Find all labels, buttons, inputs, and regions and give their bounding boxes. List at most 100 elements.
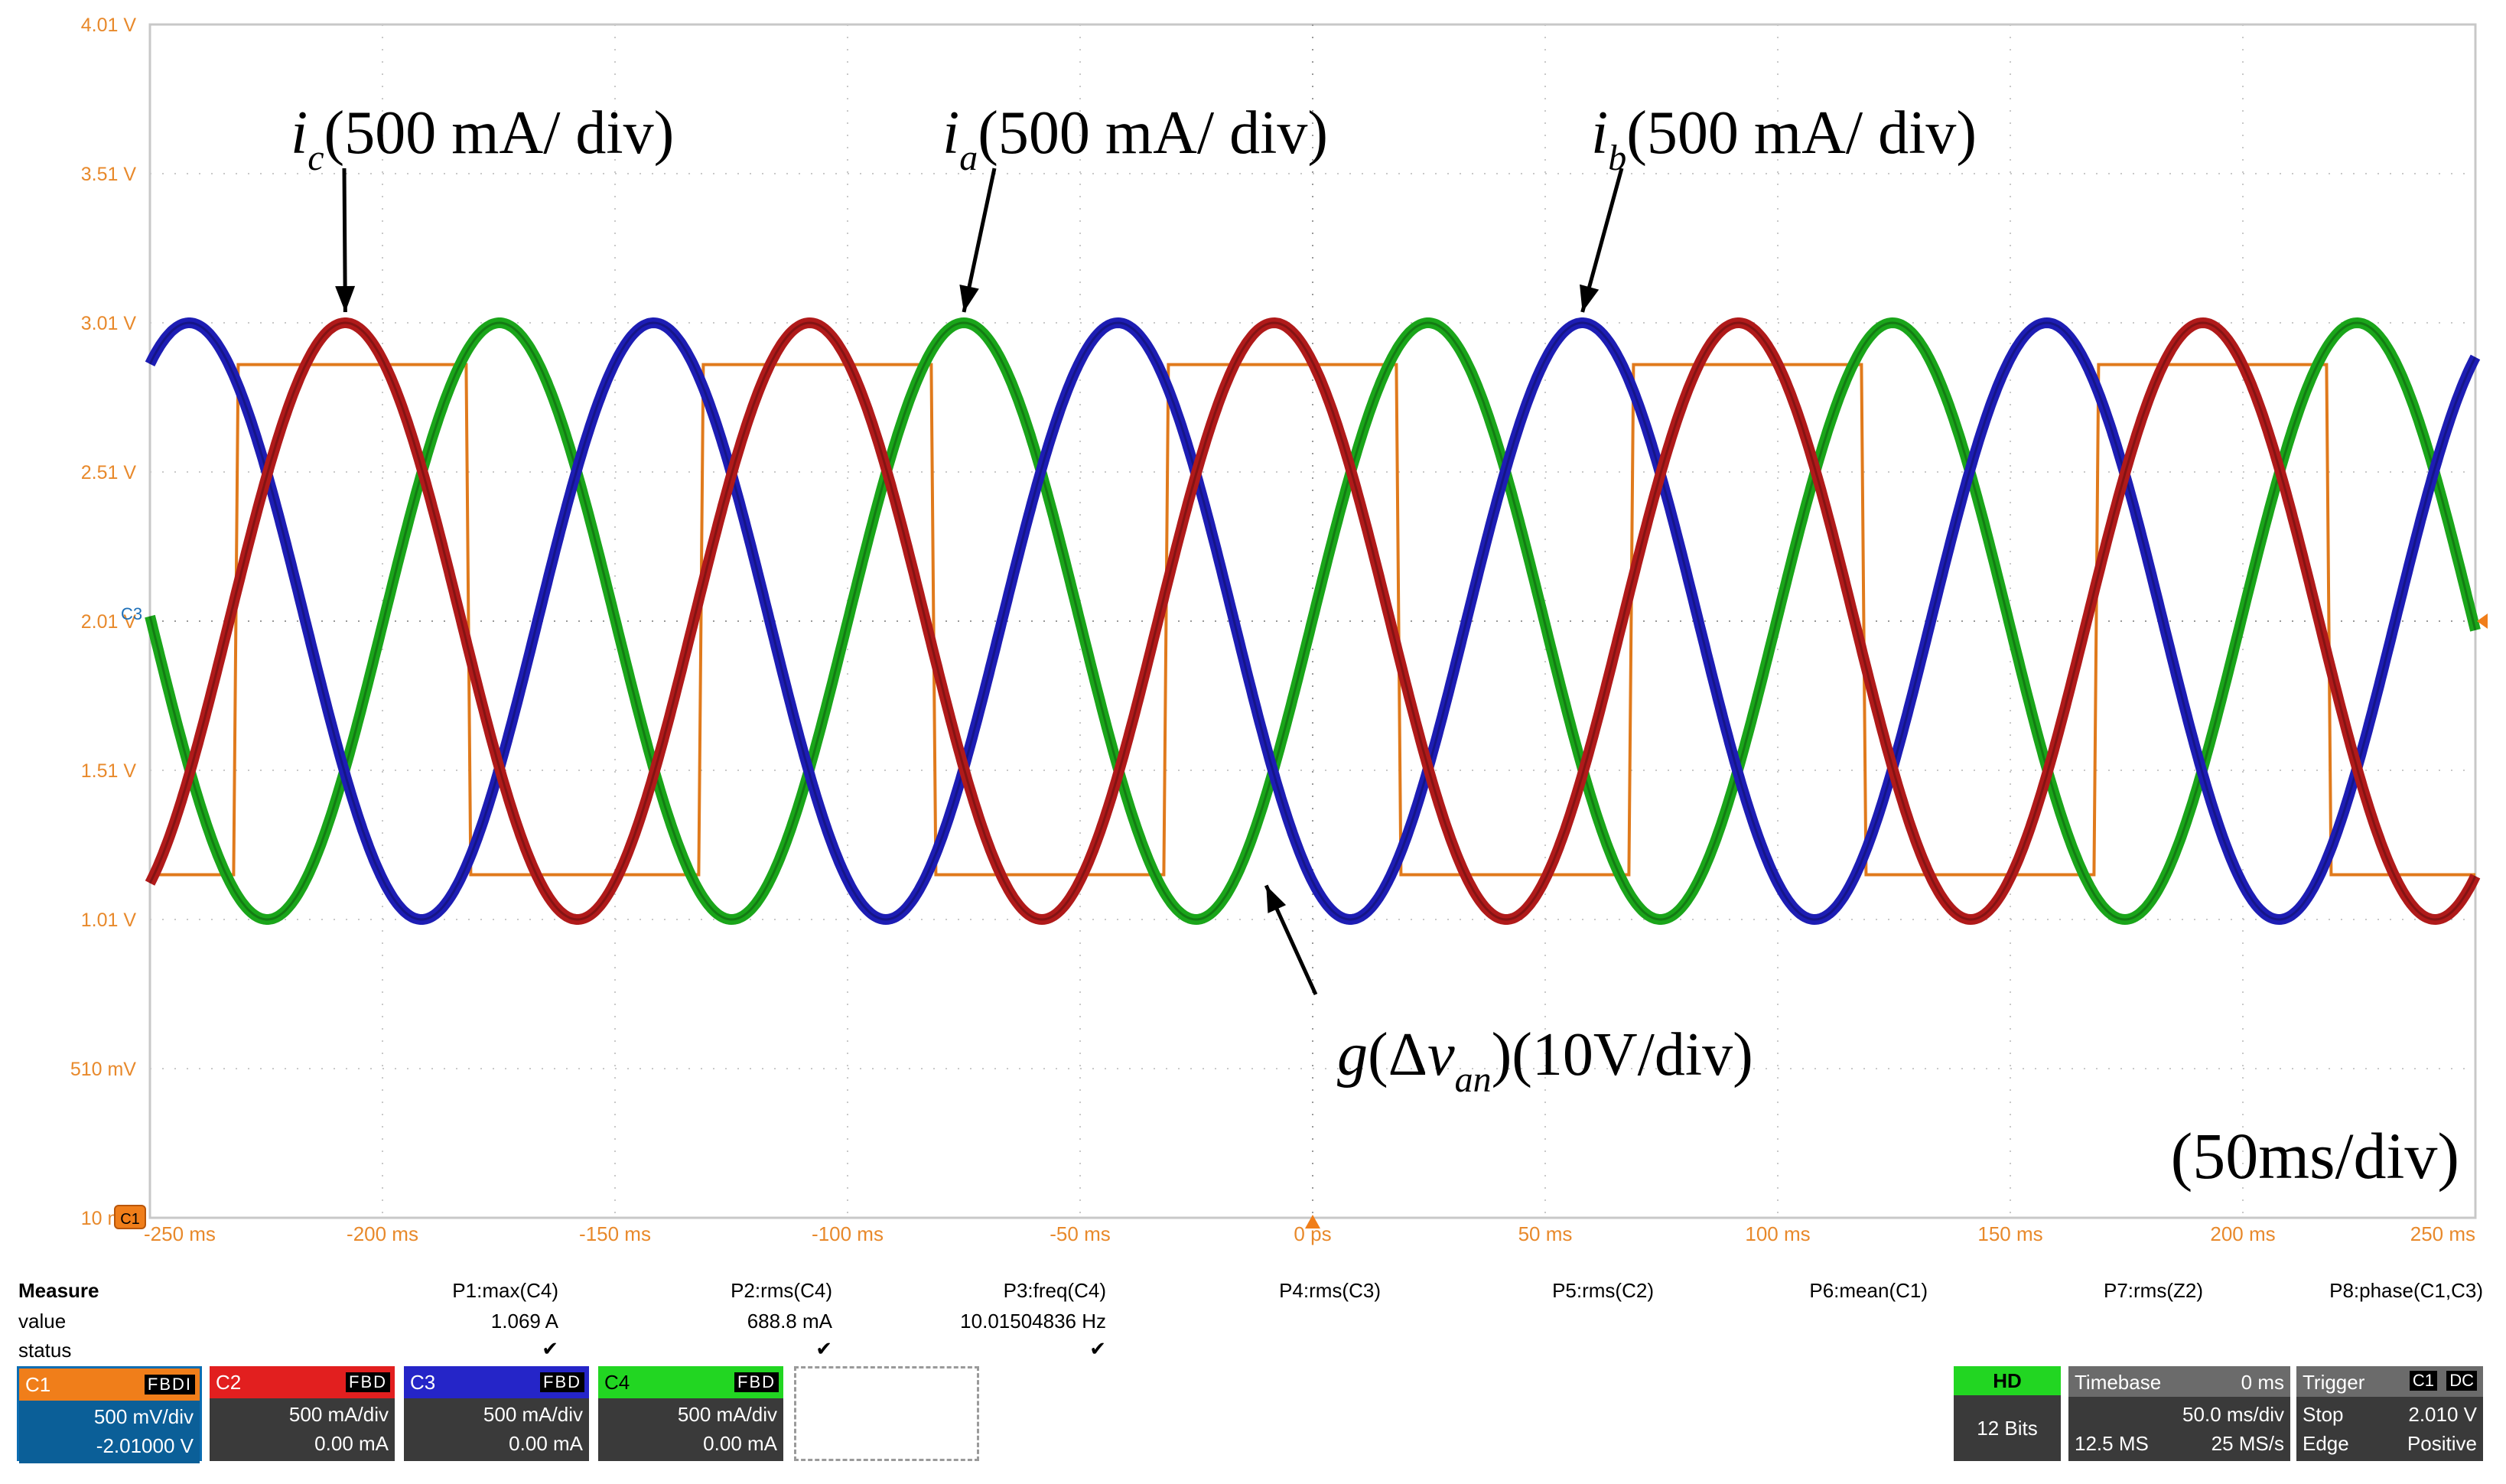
measure-status-icon: ✔: [1089, 1337, 1106, 1360]
ground-marker-label: C1: [120, 1211, 140, 1228]
channel-c3-box[interactable]: C3 FBD 500 mA/div 0.00 mA: [404, 1366, 589, 1461]
hd-label: HD: [1954, 1366, 2061, 1395]
timebase-box[interactable]: Timebase 0 ms 50.0 ms/div 12.5 MS 25 MS/…: [2068, 1366, 2290, 1461]
channel-c4-name: C4: [604, 1371, 630, 1394]
annotation-label: g(Δvan)(10V/div): [1337, 1021, 1753, 1100]
trigger-slope: Positive: [2407, 1432, 2477, 1455]
x-tick-label: 150 ms: [1977, 1222, 2042, 1245]
channel-c3-flags: FBD: [540, 1372, 584, 1392]
annotation-arrowhead: [1266, 885, 1287, 913]
measure-param-name: P4:rms(C3): [1279, 1279, 1381, 1302]
measure-header-row: Measure: [0, 1279, 2506, 1303]
y-tick-label: 1.01 V: [81, 910, 137, 931]
measure-param-name: P1:max(C4): [452, 1279, 558, 1302]
y-tick-label: 4.01 V: [81, 15, 137, 36]
channel-c2-box[interactable]: C2 FBD 500 mA/div 0.00 mA: [210, 1366, 395, 1461]
channel-c3-offset: 0.00 mA: [509, 1432, 583, 1455]
hd-box[interactable]: HD 12 Bits: [1954, 1366, 2061, 1461]
channel-c1-name: C1: [25, 1373, 51, 1396]
trigger-box[interactable]: Trigger C1 DC Stop 2.010 V Edge Positive: [2296, 1366, 2483, 1461]
channel-c3-body: 500 mA/div 0.00 mA: [404, 1398, 589, 1461]
y-tick-label: 3.01 V: [81, 313, 137, 334]
timebase-scale: 50.0 ms/div: [2182, 1403, 2284, 1426]
channel-c4-header: C4 FBD: [598, 1366, 783, 1398]
channel-c1-scale: 500 mV/div: [93, 1405, 194, 1428]
annotation-label: ia(500 mA/ div): [942, 99, 1328, 178]
channel-c2-name: C2: [216, 1371, 242, 1394]
trigger-level-marker: [2477, 613, 2488, 629]
empty-channel-slot[interactable]: [794, 1366, 979, 1461]
channel-c2-scale: 500 mA/div: [288, 1403, 389, 1426]
annotations: ic(500 mA/ div) ia(500 mA/ div) ib(500 mA/…: [291, 99, 1977, 1100]
sample-rate: 25 MS/s: [2211, 1432, 2284, 1455]
y-tick-label: 510 mV: [70, 1059, 136, 1080]
channel-c1-flags: FBDI: [144, 1375, 195, 1395]
y-tick-label: 2.01 V: [81, 611, 137, 633]
measure-status-row: status: [0, 1339, 2506, 1363]
sample-count: 12.5 MS: [2075, 1432, 2149, 1455]
trace-i-a: [145, 317, 2481, 925]
measure-param-name: P8:phase(C1,C3): [2329, 1279, 2483, 1302]
channel-c1-body: 500 mV/div -2.01000 V: [19, 1401, 200, 1463]
status-row-label: status: [18, 1339, 72, 1362]
channel-c3-marker: C3: [121, 604, 142, 623]
trigger-mode: Stop: [2303, 1403, 2344, 1426]
trigger-coupling: DC: [2446, 1371, 2477, 1391]
y-tick-labels: 4.01 V 3.51 V 3.01 V 2.51 V 2.01 V 1.51 V 1.01…: [70, 15, 136, 1229]
channel-c2-offset: 0.00 mA: [314, 1432, 389, 1455]
channel-c1-offset: -2.01000 V: [96, 1434, 194, 1457]
x-tick-label: -150 ms: [579, 1222, 651, 1245]
channel-c2-body: 500 mA/div 0.00 mA: [210, 1398, 395, 1461]
x-tick-label: 100 ms: [1745, 1222, 1810, 1245]
channel-c2-flags: FBD: [346, 1372, 390, 1392]
channel-c4-box[interactable]: C4 FBD 500 mA/div 0.00 mA: [598, 1366, 783, 1461]
timebase-delay: 0 ms: [2241, 1371, 2284, 1394]
y-tick-label: 2.51 V: [81, 462, 137, 483]
x-tick-label: -200 ms: [347, 1222, 418, 1245]
annotation-label: ic(500 mA/ div): [291, 99, 674, 178]
trace-i-c-core: [148, 321, 2477, 921]
measure-param-name: P5:rms(C2): [1552, 1279, 1654, 1302]
measure-param-value: 10.01504836 Hz: [960, 1310, 1106, 1333]
timebase-title: Timebase: [2075, 1371, 2162, 1394]
annotation-arrowhead: [959, 285, 979, 312]
trigger-time-marker: [1305, 1215, 1320, 1229]
measure-param-name: P7:rms(Z2): [2104, 1279, 2203, 1302]
measure-status-icon: ✔: [815, 1337, 832, 1360]
trace-i-b: [145, 317, 2481, 925]
measure-param-value: 688.8 mA: [747, 1310, 832, 1333]
channel-c4-flags: FBD: [734, 1372, 779, 1392]
x-tick-label: -100 ms: [812, 1222, 884, 1245]
trigger-level: 2.010 V: [2408, 1403, 2477, 1426]
trace-i-c: [145, 317, 2481, 925]
measure-param-name: P2:rms(C4): [731, 1279, 832, 1302]
annotation-arrowhead: [335, 285, 356, 312]
measure-panel: Measure value status P1:max(C4) 1.069 A ✔ P…: [0, 1270, 2506, 1484]
measure-param-name: P3:freq(C4): [1003, 1279, 1106, 1302]
channel-c1-header: C1 FBDI: [19, 1368, 200, 1401]
x-tick-label: -250 ms: [144, 1222, 216, 1245]
annotation-label: ib(500 mA/ div): [1591, 99, 1977, 178]
trace-i-b-core: [148, 321, 2477, 921]
annotation-arrowhead: [1580, 284, 1600, 312]
y-tick-label: 1.51 V: [81, 760, 137, 782]
bit-depth: 12 Bits: [1954, 1395, 2061, 1461]
measure-param-value: 1.069 A: [490, 1310, 558, 1333]
x-tick-labels: -250 ms -200 ms -150 ms -100 ms -50 ms 0 ps 50…: [144, 1222, 2475, 1245]
x-tick-label: -50 ms: [1050, 1222, 1110, 1245]
channel-c4-offset: 0.00 mA: [703, 1432, 777, 1455]
x-tick-label: 50 ms: [1518, 1222, 1573, 1245]
measure-value-row: value: [0, 1310, 2506, 1334]
traces: [145, 317, 2481, 925]
channel-c4-scale: 500 mA/div: [677, 1403, 777, 1426]
trigger-channel: C1: [2409, 1371, 2437, 1391]
trigger-title: Trigger: [2303, 1371, 2365, 1394]
channel-c2-header: C2 FBD: [210, 1366, 395, 1398]
channel-c3-header: C3 FBD: [404, 1366, 589, 1398]
x-tick-label: 250 ms: [2410, 1222, 2475, 1245]
channel-c4-body: 500 mA/div 0.00 mA: [598, 1398, 783, 1461]
channel-markers: C3 C1: [114, 604, 2488, 1229]
oscilloscope-display: 4.01 V 3.51 V 3.01 V 2.51 V 2.01 V 1.51 V 1.01…: [70, 15, 2488, 1245]
channel-c1-box[interactable]: C1 FBDI 500 mV/div -2.01000 V: [17, 1366, 202, 1463]
measure-param-name: P6:mean(C1): [1809, 1279, 1928, 1302]
